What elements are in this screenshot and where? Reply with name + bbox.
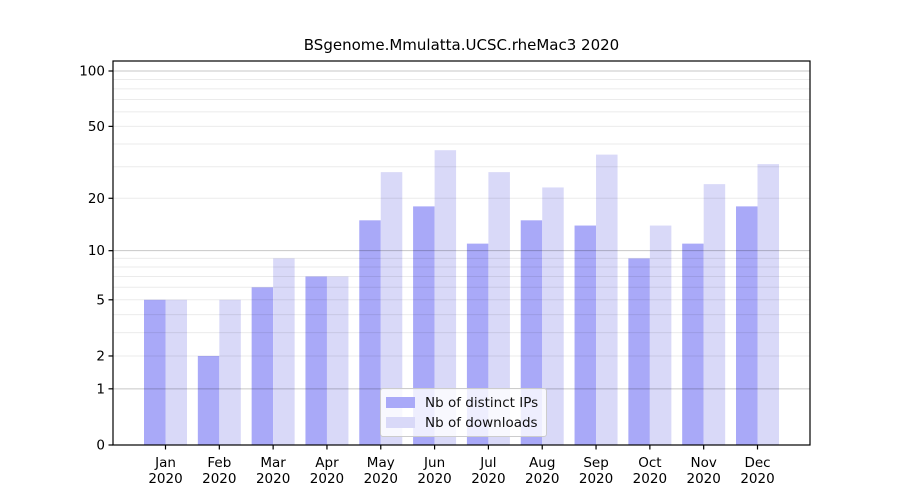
- y-tick-label: 0: [96, 438, 105, 454]
- y-tick-label: 5: [96, 292, 105, 308]
- y-tick-label: 1: [96, 381, 105, 397]
- y-tick-label: 20: [88, 191, 105, 207]
- bar-ips-oct: [628, 258, 650, 445]
- axes-box: [112, 60, 811, 446]
- bar-downloads-oct: [649, 225, 672, 445]
- x-tick-label-month: Oct: [638, 455, 661, 471]
- x-tick-label-year: 2020: [471, 471, 505, 487]
- legend-label-downloads: Nb of downloads: [425, 414, 538, 431]
- bar-downloads-sep: [596, 154, 618, 446]
- x-tick-label-year: 2020: [525, 471, 559, 487]
- bar-downloads-aug: [542, 187, 564, 445]
- x-tick-label-year: 2020: [310, 471, 344, 487]
- bar-downloads-dec: [757, 164, 779, 445]
- legend-item-downloads: Nb of downloads: [386, 415, 546, 431]
- x-tick-label-month: Sep: [583, 455, 608, 471]
- x-tick-label-year: 2020: [202, 471, 236, 487]
- legend-item-distinct-ips: Nb of distinct IPs: [386, 395, 546, 411]
- y-tick-label: 2: [96, 348, 105, 364]
- x-tick-label-year: 2020: [687, 471, 721, 487]
- bar-ips-may: [359, 220, 381, 445]
- bar-downloads-nov: [703, 184, 726, 445]
- x-tick-label-year: 2020: [740, 471, 774, 487]
- x-tick-label-year: 2020: [148, 471, 182, 487]
- x-tick-label-month: Jul: [479, 455, 496, 471]
- bar-ips-mar: [251, 287, 274, 445]
- x-tick-label-month: Dec: [744, 455, 770, 471]
- x-tick-label-month: Apr: [315, 455, 339, 471]
- bar-downloads-jul: [488, 172, 510, 445]
- bar-downloads-feb: [219, 299, 241, 445]
- y-tick-label: 100: [79, 64, 105, 80]
- legend-swatch-downloads: [386, 417, 415, 428]
- bar-ips-nov: [682, 243, 704, 445]
- x-tick-label-year: 2020: [256, 471, 290, 487]
- bar-ips-dec: [736, 206, 758, 445]
- bar-ips-jan: [144, 299, 166, 445]
- bar-downloads-jun: [434, 150, 457, 445]
- x-tick-label-year: 2020: [417, 471, 451, 487]
- chart-title: BSgenome.Mmulatta.UCSC.rheMac3 2020: [303, 36, 620, 54]
- x-tick-label-month: Jun: [423, 455, 445, 471]
- x-tick-label-year: 2020: [579, 471, 613, 487]
- y-tick-label: 50: [88, 119, 105, 135]
- bar-ips-sep: [574, 225, 597, 445]
- bar-ips-apr: [305, 276, 327, 445]
- legend-swatch-distinct-ips: [386, 397, 415, 408]
- y-tick-label: 10: [88, 243, 105, 259]
- bar-downloads-may: [380, 172, 403, 445]
- x-tick-label-month: Jan: [154, 455, 176, 471]
- x-tick-label-month: Mar: [260, 455, 286, 471]
- legend-label-distinct-ips: Nb of distinct IPs: [425, 394, 539, 411]
- legend: Nb of distinct IPs Nb of downloads: [380, 388, 547, 437]
- bar-ips-jun: [413, 206, 435, 445]
- bar-downloads-jan: [165, 299, 187, 445]
- bar-downloads-mar: [273, 258, 295, 445]
- x-tick-label-month: Feb: [207, 455, 231, 471]
- bar-ips-feb: [197, 355, 220, 445]
- x-tick-label-year: 2020: [633, 471, 667, 487]
- x-tick-label-year: 2020: [364, 471, 398, 487]
- bar-downloads-apr: [326, 276, 349, 445]
- x-tick-label-month: Nov: [691, 455, 717, 471]
- x-tick-label-month: May: [367, 455, 395, 471]
- x-tick-label-month: Aug: [529, 455, 555, 471]
